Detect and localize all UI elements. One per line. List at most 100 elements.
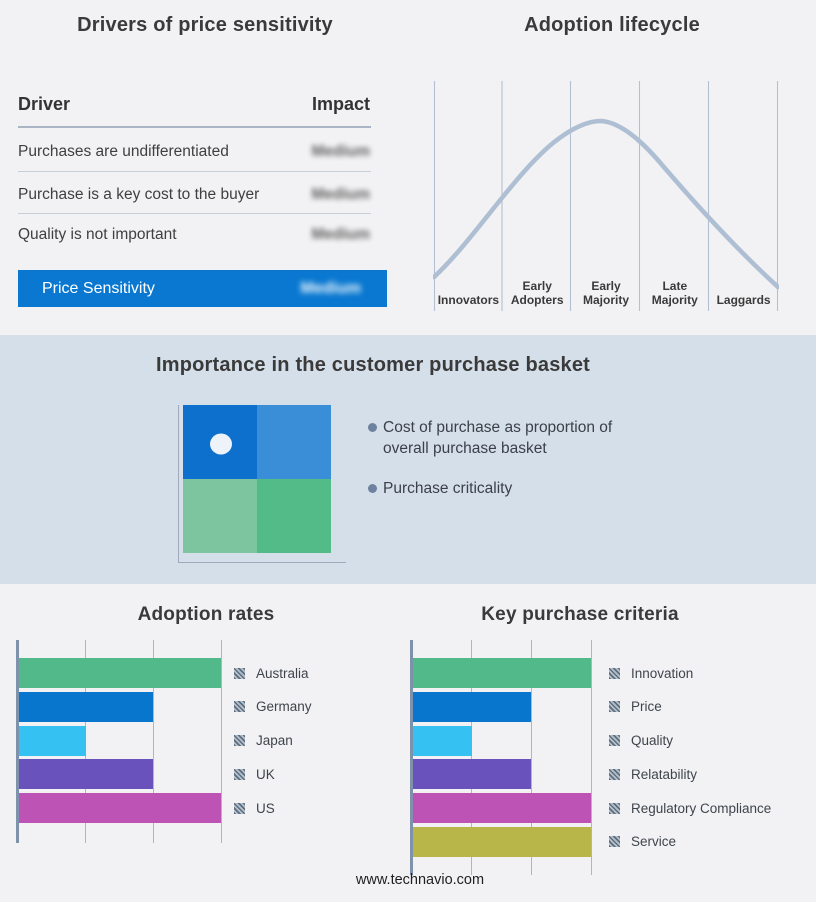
legend-item: US (234, 793, 312, 823)
drivers-table-header: Driver Impact (18, 94, 370, 115)
legend-label: US (256, 800, 275, 816)
bullet-text: Cost of purchase as proportion of overal… (383, 419, 613, 457)
plot-area (410, 640, 592, 875)
plot-area (16, 640, 222, 843)
key-purchase-criteria-chart: Innovation Price Quality Relatability Regula… (410, 640, 812, 875)
bullet-text: Purchase criticality (383, 480, 513, 497)
bar-uk (19, 759, 154, 790)
matrix-cell-bottom-left (183, 479, 257, 553)
y-axis-line (16, 640, 19, 843)
purchase-basket-band (0, 335, 816, 584)
purchase-basket-matrix (183, 405, 331, 553)
table-row: Quality is not important Medium (18, 223, 370, 247)
legend-label: UK (256, 766, 275, 782)
drivers-panel-title: Drivers of price sensitivity (77, 14, 333, 36)
matrix-y-axis (178, 405, 179, 563)
legend-item: UK (234, 759, 312, 789)
legend-label: Regulatory Compliance (631, 800, 772, 816)
bar-quality (413, 725, 472, 756)
key-purchase-criteria-title: Key purchase criteria (481, 604, 679, 625)
legend-item: Germany (234, 692, 312, 722)
hatch-swatch-icon (234, 701, 245, 713)
bar-japan (19, 725, 86, 756)
legend-label: Australia (256, 665, 309, 681)
legend-label: Quality (631, 733, 674, 749)
hatch-swatch-icon (609, 836, 620, 848)
hatch-swatch-icon (234, 802, 245, 814)
gridline (152, 640, 154, 843)
hatch-swatch-icon (609, 768, 620, 780)
bar-relatability (413, 759, 532, 790)
table-header-rule (18, 126, 371, 128)
lifecycle-bell-curve-svg (431, 81, 781, 311)
matrix-x-axis (178, 562, 346, 563)
legend-item: Relatability (609, 759, 771, 789)
stage-early-majority: Early Majority (582, 278, 629, 308)
gridline (220, 640, 222, 843)
legend-label: Japan (256, 733, 293, 749)
lifecycle-panel-title: Adoption lifecycle (524, 14, 700, 36)
bullet-icon (368, 423, 377, 432)
basket-bullet-item: Purchase criticality (368, 478, 644, 499)
legend-item: Regulatory Compliance (609, 793, 771, 823)
hatch-swatch-icon (234, 735, 245, 747)
adoption-rates-chart: Australia Germany Japan UK US (16, 640, 408, 843)
chart-legend: Australia Germany Japan UK US (234, 658, 312, 823)
bar-regulatory-compliance (413, 793, 591, 824)
price-sensitivity-banner: Price Sensitivity Medium (18, 270, 387, 307)
hatch-swatch-icon (609, 735, 620, 747)
legend-item: Innovation (609, 658, 771, 688)
hatch-swatch-icon (609, 667, 620, 679)
hatch-swatch-icon (609, 701, 620, 713)
stage-early-adopters: Early Adopters (510, 278, 564, 308)
gridline (530, 640, 532, 875)
hatch-swatch-icon (234, 768, 245, 780)
impact-cell-blurred: Medium (311, 226, 370, 243)
technavio-link[interactable]: www.technavio.com (355, 872, 485, 888)
table-row: Purchase is a key cost to the buyer Medi… (18, 183, 370, 207)
bar-us (19, 793, 221, 824)
hatch-swatch-icon (234, 667, 245, 679)
matrix-cell-top-right (257, 405, 331, 479)
row-divider (18, 213, 371, 214)
hatch-swatch-icon (609, 802, 620, 814)
bar-price (413, 691, 532, 722)
price-sensitivity-label: Price Sensitivity (42, 279, 155, 297)
legend-label: Price (631, 699, 662, 715)
driver-cell: Quality is not important (18, 226, 177, 243)
bullet-icon (368, 484, 377, 493)
gridline (590, 640, 592, 875)
gridline (85, 640, 87, 843)
lifecycle-stage-labels: Innovators Early Adopters Early Majority… (434, 279, 778, 308)
col-impact: Impact (311, 94, 370, 114)
stage-innovators: Innovators (437, 293, 500, 308)
gridline (471, 640, 473, 875)
y-axis-line (410, 640, 413, 875)
col-driver: Driver (18, 94, 71, 114)
chart-legend: Innovation Price Quality Relatability Regula… (609, 658, 771, 857)
basket-bullet-item: Cost of purchase as proportion of overal… (368, 417, 644, 459)
row-divider (18, 171, 371, 172)
stage-laggards: Laggards (716, 293, 771, 308)
legend-item: Quality (609, 726, 771, 756)
legend-item: Australia (234, 658, 312, 688)
bar-australia (19, 658, 221, 688)
adoption-rates-title: Adoption rates (137, 604, 275, 625)
bar-germany (19, 691, 154, 722)
bar-innovation (413, 658, 591, 688)
adoption-lifecycle-chart: Innovators Early Adopters Early Majority… (431, 81, 781, 311)
matrix-cell-bottom-right (257, 479, 331, 553)
stage-late-majority: Late Majority (651, 278, 698, 308)
bell-curve-path (431, 118, 781, 290)
driver-cell: Purchase is a key cost to the buyer (18, 186, 260, 203)
impact-cell-blurred: Medium (300, 279, 361, 297)
legend-label: Germany (256, 699, 312, 715)
lifecycle-gridlines (433, 81, 779, 311)
legend-label: Service (631, 834, 677, 850)
legend-item: Price (609, 692, 771, 722)
basket-panel-title: Importance in the customer purchase bask… (155, 354, 591, 376)
bar-service (413, 827, 591, 857)
impact-cell-blurred: Medium (311, 186, 370, 203)
legend-item: Japan (234, 726, 312, 756)
